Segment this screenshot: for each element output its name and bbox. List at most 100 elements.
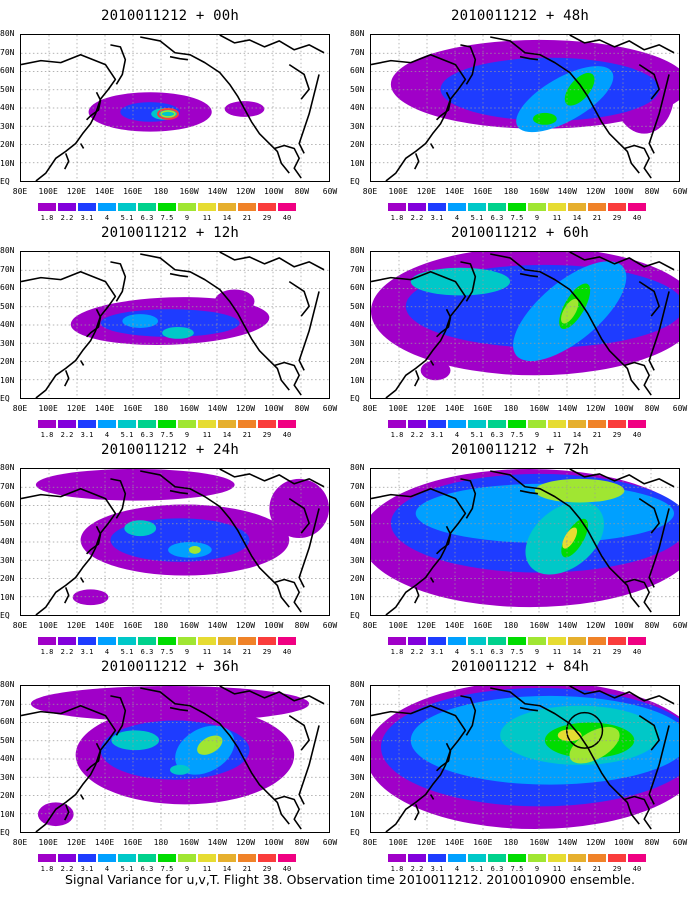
colorbar-swatch [258,854,276,862]
map-area [20,685,330,833]
colorbar-label: 3.1 [80,648,94,656]
colorbar-swatch [138,420,156,428]
colorbar-label: 2.2 [410,214,424,222]
colorbar-swatch [588,203,606,211]
lon-label: 80W [294,404,310,413]
lat-label: 60N [350,66,365,75]
field-cyan [122,314,159,328]
colorbar-swatch [178,854,196,862]
colorbar-swatch [468,203,486,211]
colorbar-label: 40 [632,865,642,873]
lon-label: 140E [444,187,465,196]
colorbar-swatch [428,420,446,428]
colorbar-swatch [528,420,546,428]
colorbar-label: 2.2 [410,648,424,656]
colorbar-swatch [258,637,276,645]
colorbar-label: 6.3 [140,648,154,656]
colorbar-label: 40 [632,648,642,656]
lon-label: 180 [503,621,519,630]
colorbar-label: 3.1 [430,865,444,873]
colorbar-swatch [548,203,566,211]
lat-label: 20N [350,574,365,583]
lat-label: 70N [0,47,15,57]
colorbar-label: 4 [104,865,110,873]
lat-label: 20N [350,357,365,366]
colorbar-label: 7.5 [160,214,174,222]
colorbar-label: 1.8 [390,648,404,656]
map-panel: 2010011212 + 12h 80N 70N 60N 50N 40N 30N 20N 10N… [0,225,340,440]
lat-label: 30N [0,121,15,131]
lat-label: EQ [350,394,360,403]
lat-label: 50N [350,301,365,311]
colorbar-swatch [628,637,646,645]
colorbar-swatch [388,637,406,645]
colorbar-swatch [468,637,486,645]
colorbar-label: 2.2 [410,431,424,439]
lon-label: 120E [66,621,86,630]
map-area [20,468,330,616]
colorbar-label: 6.3 [490,865,504,873]
lat-label: 50N [350,518,365,528]
colorbar-label: 7.5 [160,865,174,873]
lat-label: 10N [350,592,365,602]
colorbar-label: 9 [534,214,540,222]
colorbar-swatch [58,637,76,645]
lat-label: 20N [0,791,15,800]
graticule [371,35,679,181]
colorbar-label: 6.3 [490,431,504,439]
colorbar-label: 4 [454,214,460,222]
lon-label: 100W [263,404,284,413]
lat-label: 70N [0,698,15,708]
lon-label: 120W [235,621,256,630]
lat-label: 40N [0,103,15,112]
colorbar-label: 40 [282,431,292,439]
colorbar-swatch [118,854,136,862]
lat-label: 80N [350,246,365,255]
lat-label: 50N [350,84,365,94]
lon-label: 160E [473,621,493,630]
colorbar-label: 7.5 [510,214,524,222]
colorbar-label: 1.8 [40,865,54,873]
map-area [20,34,330,182]
lon-label: 120W [235,187,256,196]
colorbar-swatch [388,203,406,211]
lon-label: 100E [38,621,58,630]
lon-label: 120W [235,404,256,413]
lon-label: 80W [644,621,660,630]
lon-label: 140E [444,621,465,630]
lat-label: EQ [0,177,10,186]
colorbar-swatch [628,203,646,211]
lon-label: 140W [207,187,227,196]
colorbar-swatch [38,420,56,428]
colorbar-label: 3.1 [430,214,444,222]
colorbar-label: 2.2 [60,431,74,439]
lon-label: 120E [416,621,436,630]
colorbar-swatch [278,854,296,862]
lon-label: 60W [322,187,338,196]
colorbar-label: 5.1 [120,865,134,873]
colorbar-swatch [198,854,216,862]
lon-label: 80W [644,838,660,847]
lon-label: 180 [503,404,519,413]
lat-label: EQ [350,177,360,186]
colorbar-swatch [138,203,156,211]
map-area [370,251,680,399]
colorbar-label: 4 [104,214,110,222]
colorbar-swatch [488,420,506,428]
lon-label: 80W [644,187,660,196]
lon-label: 80E [12,838,28,847]
colorbar-swatch [58,203,76,211]
colorbar-swatch [448,203,466,211]
colorbar-label: 3.1 [80,865,94,873]
colorbar-swatch [448,854,466,862]
colorbar-label: 11 [202,214,212,222]
field-green [557,729,582,742]
colorbar-swatch [198,637,216,645]
colorbar-label: 4 [454,865,460,873]
field-green [561,298,579,324]
lon-label: 140E [444,404,465,413]
lon-label: 160W [179,187,199,196]
panel-title: 2010011212 + 00h [100,8,240,24]
lon-label: 80E [12,187,28,196]
colorbar-label: 11 [552,865,562,873]
